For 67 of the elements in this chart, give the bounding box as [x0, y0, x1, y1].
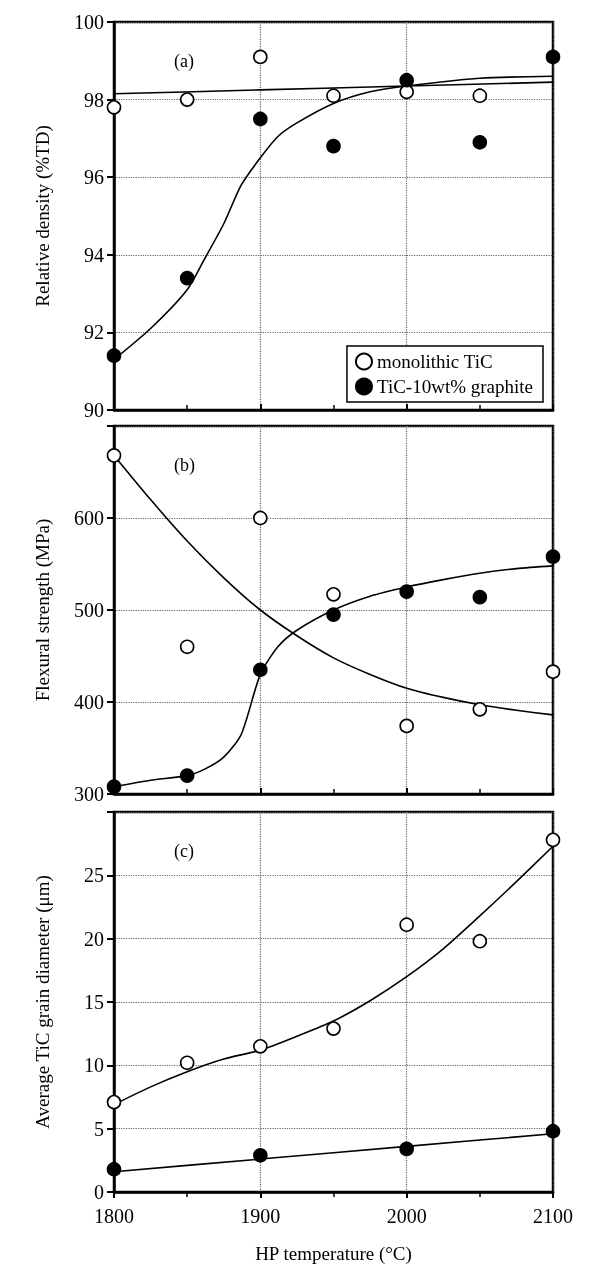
y-tick-label: 300 — [74, 783, 104, 805]
point — [326, 587, 341, 602]
point — [326, 88, 341, 104]
y-tick-label: 400 — [74, 691, 104, 713]
y-tick-label: 600 — [74, 507, 104, 529]
y-axis-title: Flexural strength (MPa) — [32, 518, 54, 702]
point — [106, 779, 122, 794]
y-axis-title: Average TiC grain diameter (μm) — [32, 875, 54, 1129]
point — [472, 134, 488, 150]
annotation: (a) — [174, 51, 194, 72]
point — [545, 49, 561, 65]
y-axis-title: Relative density (%TD) — [32, 125, 54, 307]
point — [399, 917, 414, 933]
y-tick-label: 10 — [84, 1054, 104, 1077]
point — [179, 639, 195, 655]
legend-label: TiC-10wt% graphite — [376, 376, 533, 397]
y-tick-label: 500 — [74, 599, 104, 621]
point — [545, 1123, 561, 1139]
point — [106, 100, 122, 115]
point — [399, 72, 414, 88]
point — [253, 111, 268, 127]
y-tick-label: 96 — [84, 166, 104, 189]
point — [253, 1039, 268, 1054]
point — [253, 49, 268, 65]
point — [545, 549, 561, 564]
point — [106, 448, 122, 463]
point — [399, 718, 414, 734]
point — [253, 1147, 268, 1163]
point — [545, 832, 561, 848]
y-tick-label: 94 — [84, 243, 104, 266]
annotation: (b) — [174, 455, 195, 476]
x-tick-label: 1900 — [240, 1205, 281, 1227]
point — [106, 1161, 122, 1177]
point — [106, 348, 122, 363]
point — [472, 933, 488, 949]
point — [253, 662, 268, 678]
legend-label: monolithic TiC — [376, 351, 493, 372]
point — [399, 1141, 414, 1157]
point — [179, 270, 195, 286]
y-tick-label: 20 — [84, 927, 104, 950]
point — [399, 84, 414, 100]
y-tick-label: 90 — [84, 399, 104, 421]
point — [179, 1055, 195, 1071]
point — [472, 88, 488, 104]
y-tick-label: 100 — [74, 11, 104, 33]
y-tick-label: 0 — [94, 1181, 104, 1203]
y-tick-label: 15 — [84, 991, 104, 1013]
annotation: (c) — [174, 841, 194, 862]
point — [106, 1094, 122, 1110]
y-tick-label: 92 — [84, 321, 104, 344]
x-axis-title: HP temperature (°C) — [255, 1243, 412, 1265]
point — [472, 702, 488, 717]
point — [326, 607, 341, 622]
point — [326, 1021, 341, 1036]
point — [179, 768, 195, 783]
y-tick-label: 98 — [84, 88, 104, 111]
x-tick-label: 2000 — [386, 1205, 427, 1227]
point — [399, 584, 414, 599]
y-tick-label: 5 — [94, 1117, 104, 1140]
x-tick-label: 2100 — [533, 1205, 573, 1227]
point — [253, 510, 268, 526]
point — [545, 664, 561, 679]
x-tick-label: 1800 — [94, 1205, 134, 1227]
point — [179, 92, 195, 107]
point — [326, 138, 341, 154]
point — [472, 589, 488, 605]
y-tick-label: 25 — [84, 864, 104, 887]
